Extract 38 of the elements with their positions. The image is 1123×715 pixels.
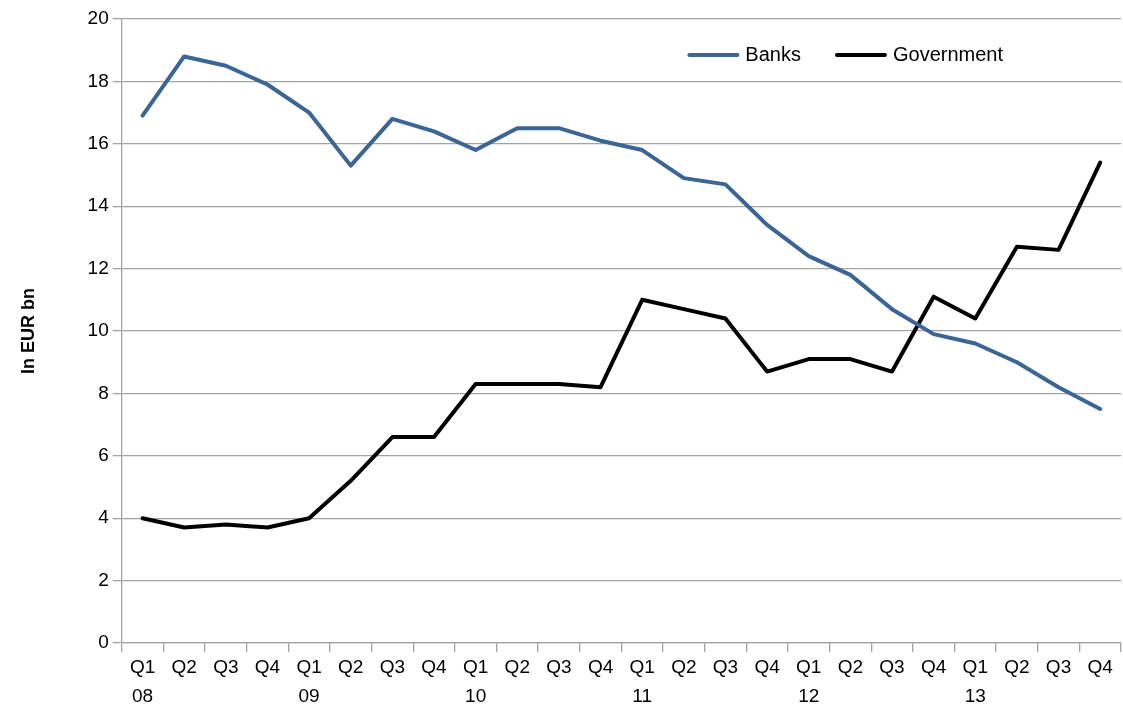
y-tick-label: 14 (87, 194, 110, 216)
x-tick-label: Q3 (546, 656, 572, 678)
x-tick-label: Q4 (754, 656, 781, 678)
y-tick-label: 8 (98, 381, 109, 403)
x-tick-label: Q3 (712, 656, 739, 678)
x-tick-label: Q1 09 (296, 656, 322, 706)
y-tick-label: 6 (98, 444, 109, 466)
x-tick-label: Q4 (421, 656, 448, 678)
x-tick-label: Q4 (254, 656, 281, 678)
y-tick-label: 4 (98, 506, 110, 528)
y-axis-title: In EUR bn (17, 288, 38, 374)
y-tick-label: 18 (87, 69, 109, 91)
x-tick-label: Q1 08 (129, 656, 156, 706)
y-tick-label: 12 (87, 256, 109, 278)
x-tick-label: Q2 (504, 656, 530, 678)
x-tick-label: Q3 (213, 656, 239, 678)
x-tick-label: Q2 (171, 656, 197, 678)
x-tick-label: Q2 (671, 656, 697, 678)
y-tick-label: 2 (98, 568, 109, 590)
x-tick-label: Q2 (1004, 656, 1030, 678)
x-tick-label: Q4 (920, 656, 947, 678)
x-tick-label: Q1 13 (962, 656, 988, 706)
y-tick-label: 10 (87, 319, 109, 341)
x-tick-label: Q3 (379, 656, 406, 678)
y-tick-label: 16 (87, 132, 109, 154)
x-tick-label: Q1 11 (629, 656, 655, 706)
x-tick-label: Q3 (879, 656, 905, 678)
legend-label: Banks (745, 42, 801, 65)
x-tick-label: Q2 (837, 656, 864, 678)
x-tick-label: Q3 (1045, 656, 1072, 678)
y-tick-label: 0 (98, 631, 109, 653)
x-tick-label: Q1 12 (796, 656, 822, 706)
x-tick-label: Q1 10 (462, 656, 489, 706)
y-tick-label: 20 (87, 7, 109, 29)
legend-label: Government (892, 42, 1004, 65)
x-tick-label: Q2 (338, 656, 364, 678)
x-tick-label: Q4 (587, 656, 614, 678)
x-tick-label: Q4 (1087, 656, 1114, 678)
